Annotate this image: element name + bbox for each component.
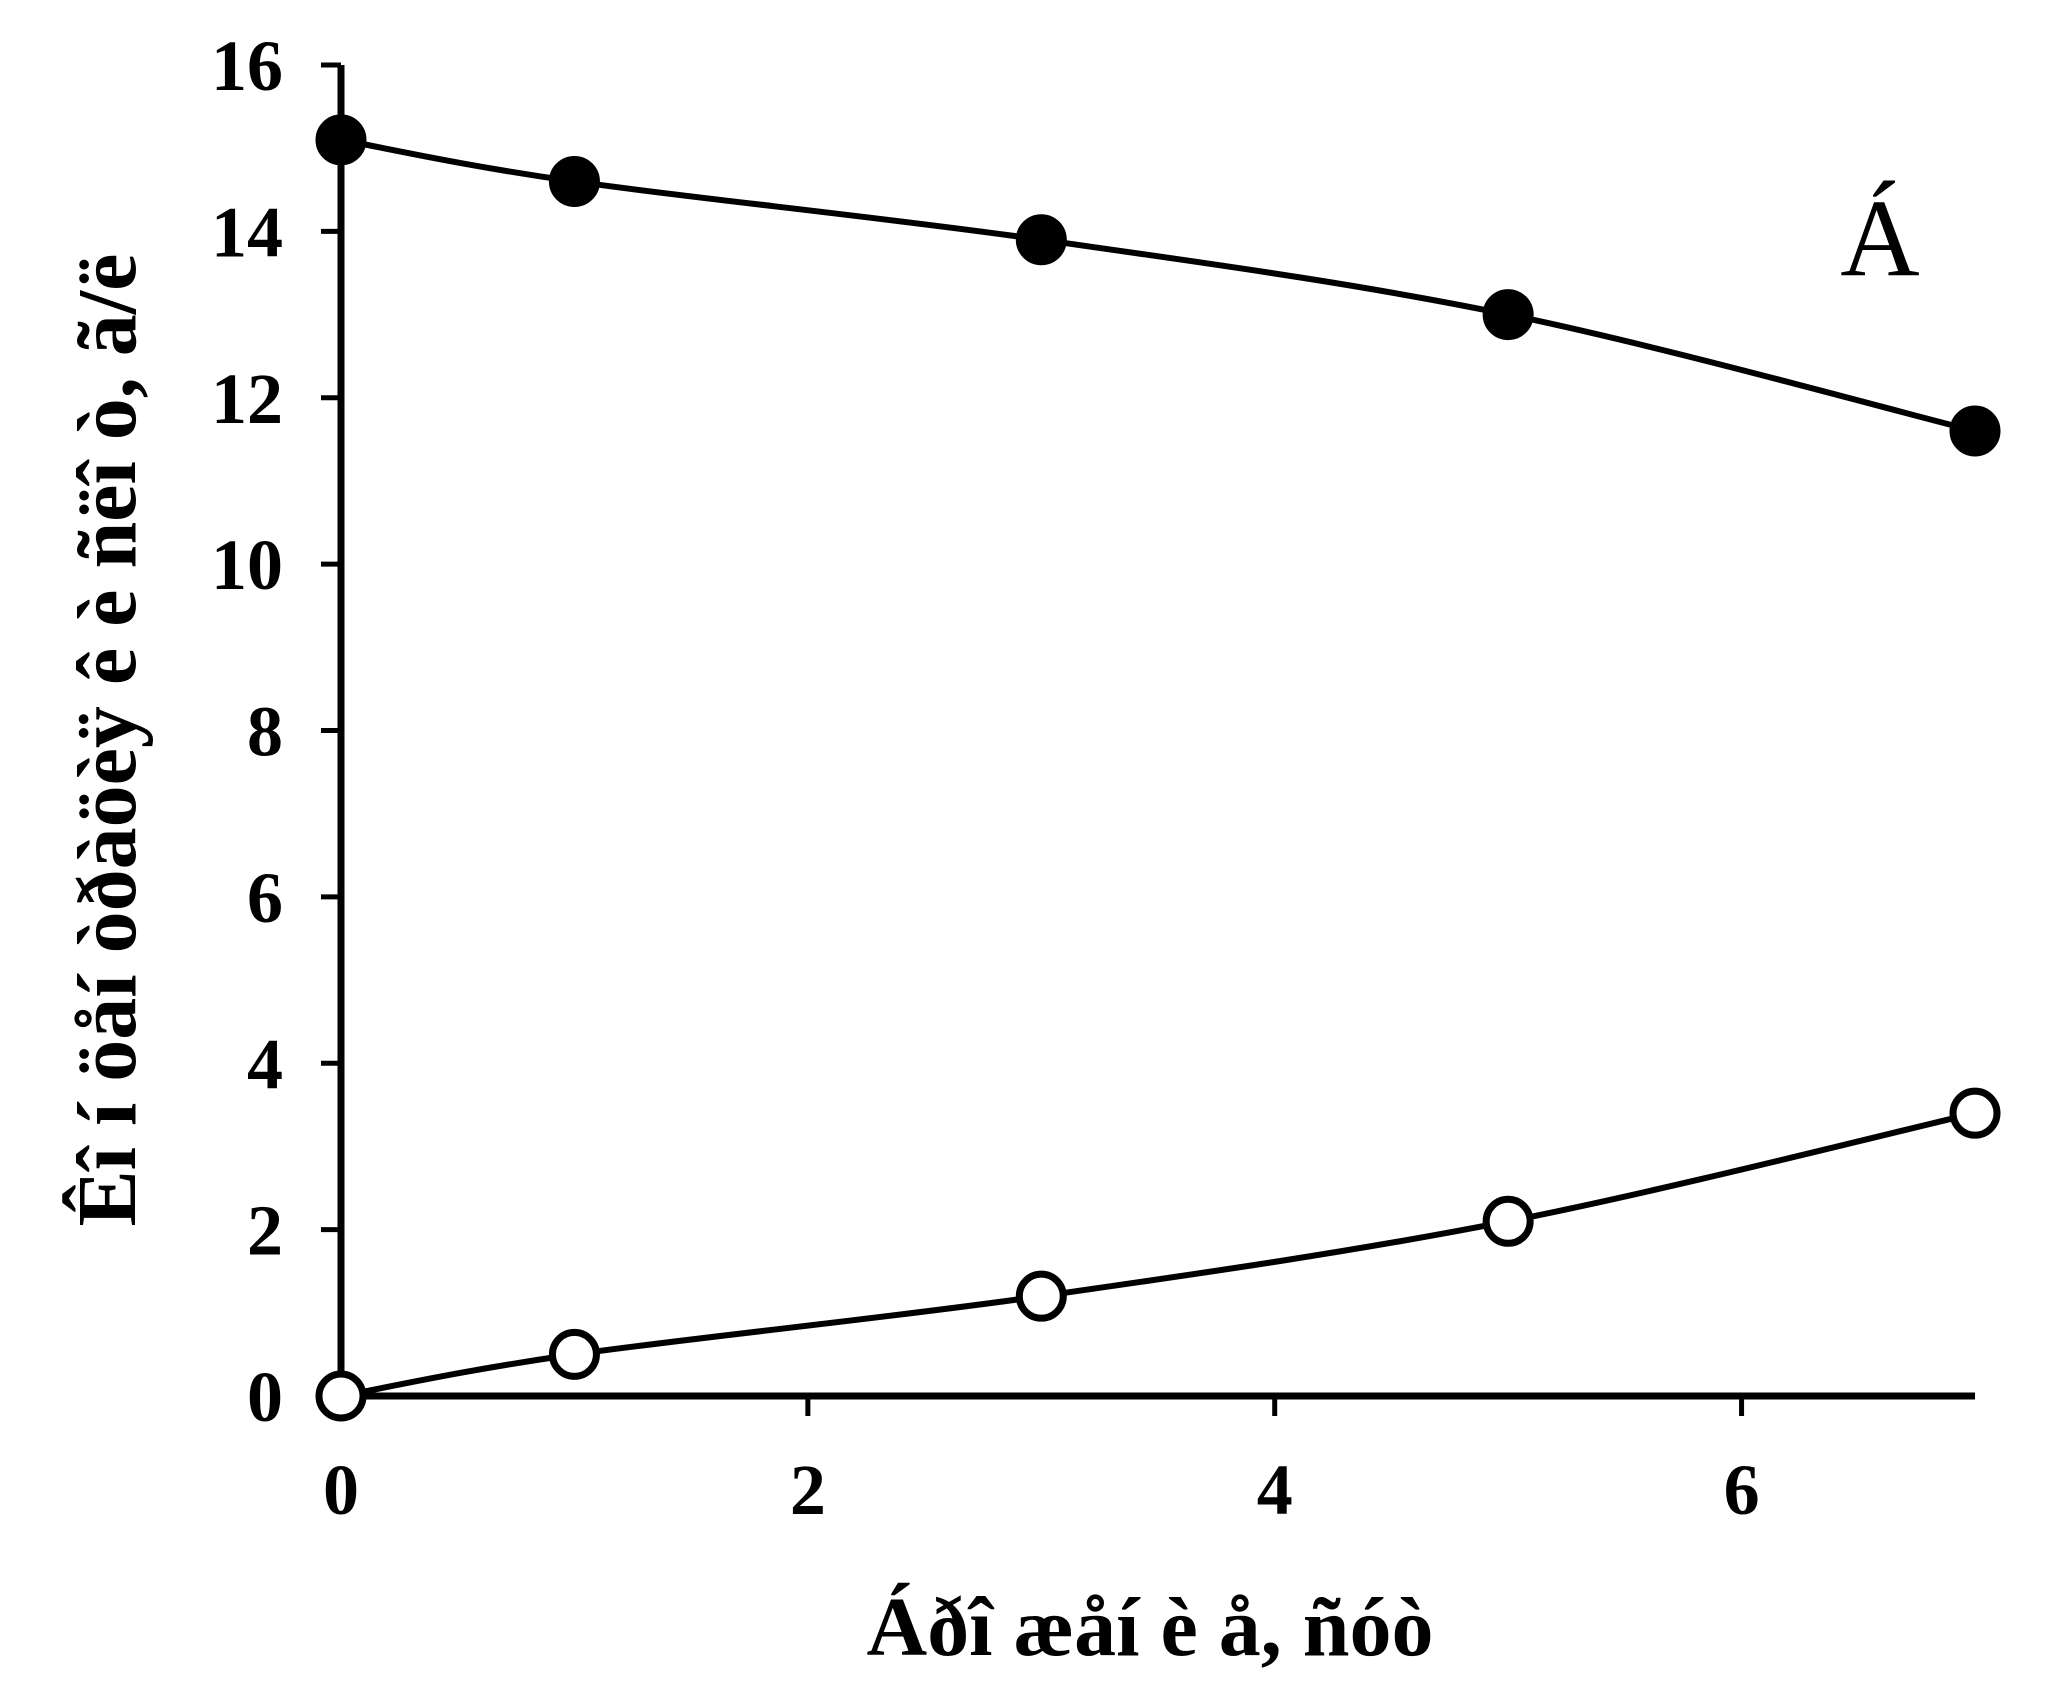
series-line	[340, 136, 1976, 434]
axes	[337, 65, 1975, 1400]
x-tick-label: 4	[1257, 1450, 1293, 1530]
x-axis-title: Áðî æåí è å, ñóò	[867, 1581, 1434, 1674]
y-tick-label: 4	[247, 1024, 283, 1104]
series-2	[315, 1087, 2001, 1422]
data-point	[548, 1328, 600, 1380]
data-point	[1482, 1195, 1534, 1247]
y-tick-label: 12	[211, 359, 283, 439]
y-tick-label: 16	[211, 26, 283, 106]
data-point	[315, 1370, 367, 1422]
x-tick-label: 0	[323, 1450, 359, 1530]
y-axis-title: Êî í öåí òðàöèÿ ê è ñëî ò, ã/ë	[61, 254, 154, 1227]
panel-label: Á	[1840, 177, 1919, 299]
y-tick-label: 14	[211, 192, 283, 272]
x-tick-label: 2	[790, 1450, 826, 1530]
y-axis-ticks: 0 2 4 6 8 10 12 14 16	[211, 26, 341, 1437]
data-point	[1949, 1087, 2001, 1139]
y-tick-label: 8	[247, 692, 283, 772]
y-tick-label: 0	[247, 1357, 283, 1437]
data-point	[1015, 214, 1067, 266]
x-axis-ticks: 0 2 4 6	[323, 1396, 1760, 1530]
series-line	[340, 1110, 1976, 1399]
series-1	[315, 114, 2001, 457]
data-point	[315, 114, 367, 166]
data-point	[548, 155, 600, 207]
data-point	[1949, 405, 2001, 457]
y-tick-label: 10	[211, 525, 283, 605]
x-tick-label: 6	[1724, 1450, 1760, 1530]
y-tick-label: 2	[247, 1191, 283, 1271]
y-tick-label: 6	[247, 858, 283, 938]
series-layer	[315, 114, 2001, 1422]
data-point	[1015, 1270, 1067, 1322]
data-point	[1482, 289, 1534, 341]
